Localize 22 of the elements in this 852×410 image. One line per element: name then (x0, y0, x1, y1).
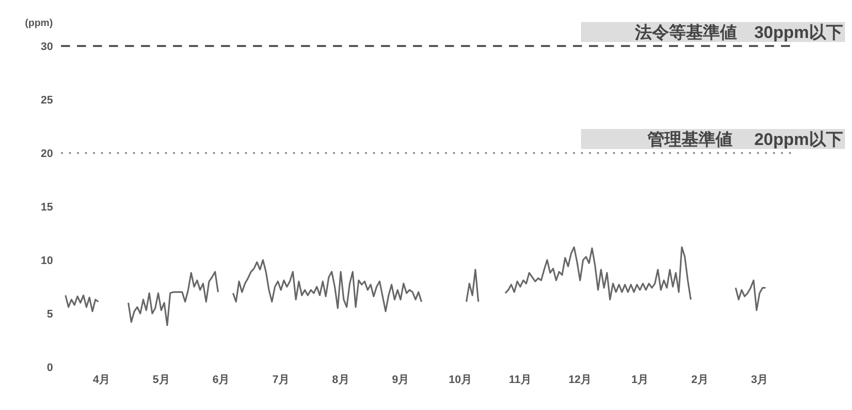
x-tick-label: 5月 (152, 374, 170, 386)
x-tick-label: 12月 (568, 374, 592, 386)
ref-line-label: 法令等基準値 30ppm以下 (634, 23, 843, 42)
x-tick-label: 11月 (508, 374, 532, 386)
x-tick-label: 8月 (332, 374, 350, 386)
x-tick-label: 9月 (392, 374, 410, 386)
x-tick-label: 4月 (92, 374, 110, 386)
x-tick-label: 1月 (631, 374, 648, 386)
x-tick-label: 3月 (751, 374, 768, 386)
y-tick-label: 10 (40, 254, 53, 267)
y-tick-label: 20 (40, 148, 53, 160)
x-tick-label: 2月 (691, 374, 708, 386)
y-tick-label: 0 (46, 362, 53, 374)
x-tick-label: 7月 (272, 374, 290, 386)
y-tick-label: 15 (40, 201, 53, 214)
y-tick-label: 30 (40, 40, 53, 53)
y-axis-title: (ppm) (25, 18, 53, 29)
y-tick-label: 5 (46, 308, 53, 320)
x-tick-label: 10月 (448, 374, 472, 386)
x-tick-label: 6月 (212, 374, 230, 386)
y-tick-label: 25 (40, 94, 53, 106)
ref-line-label: 管理基準値 20ppm以下 (646, 130, 843, 149)
